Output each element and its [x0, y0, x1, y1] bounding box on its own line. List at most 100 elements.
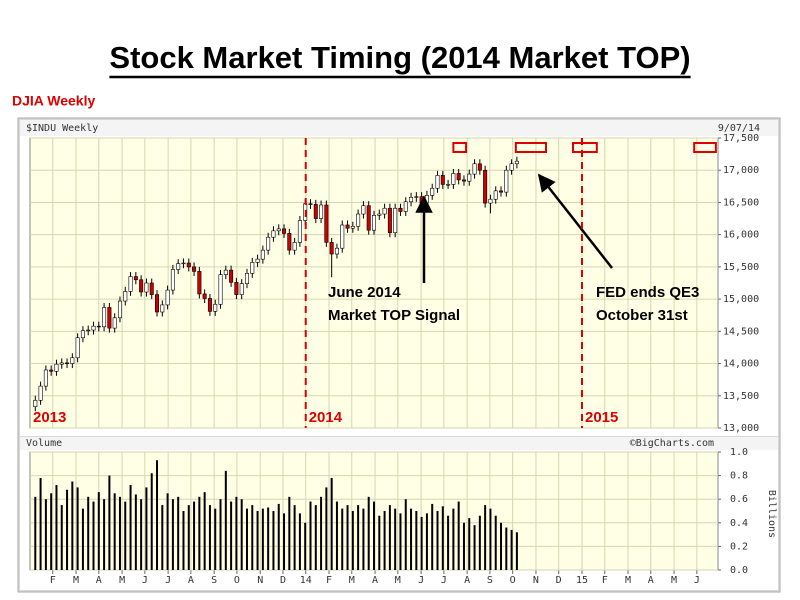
candle-body: [202, 293, 207, 299]
volume-bar: [457, 501, 460, 570]
volume-bar: [66, 489, 69, 570]
volume-bar: [378, 515, 381, 570]
year-label: 2013: [33, 409, 66, 426]
volume-bar: [161, 505, 164, 570]
price-header: [20, 120, 778, 136]
candle-body: [239, 283, 244, 295]
x-tick-label: M: [73, 575, 79, 586]
candle-body: [514, 160, 519, 165]
volume-bar: [113, 493, 116, 570]
x-tick-label: O: [234, 575, 240, 586]
volume-bar: [277, 503, 280, 570]
x-tick-label: D: [280, 575, 286, 586]
candle-body: [80, 330, 85, 339]
volume-bar: [87, 496, 90, 570]
candle-body: [86, 329, 91, 332]
candle-body: [54, 363, 59, 372]
volume-bar: [235, 496, 238, 570]
candle-body: [155, 294, 160, 313]
x-tick-label: M: [625, 575, 631, 586]
volume-bar: [425, 513, 428, 570]
candle-body: [366, 205, 371, 231]
volume-bar: [145, 487, 148, 570]
candle-body: [234, 282, 239, 295]
candle-body: [414, 196, 419, 198]
volume-bar: [436, 511, 439, 570]
annotation: FED ends QE3: [596, 284, 699, 301]
arrow: [537, 173, 613, 269]
candle-body: [123, 291, 128, 302]
candle-body: [377, 213, 382, 216]
candle-body: [207, 298, 212, 312]
candle-body: [483, 169, 488, 204]
candle-body: [435, 175, 440, 189]
x-tick-label: A: [96, 575, 102, 586]
y-tick-label: 17,500: [723, 133, 759, 144]
timing-window: [571, 142, 598, 153]
candle-body: [308, 203, 313, 205]
volume-bar: [293, 505, 296, 570]
credit: ©BigCharts.com: [630, 438, 714, 449]
candle-body: [160, 304, 165, 313]
volume-bar: [473, 525, 476, 570]
volume-bar: [60, 505, 63, 570]
candle-body: [329, 242, 334, 255]
candle-body: [75, 337, 80, 359]
candle-body: [409, 196, 414, 203]
y-tick-label: 16,000: [723, 230, 759, 241]
candle-body: [387, 207, 392, 234]
volume-bar: [367, 496, 370, 570]
volume-bar: [388, 505, 391, 570]
candle-body: [144, 282, 149, 293]
volume-bar: [314, 505, 317, 570]
candle-body: [260, 249, 265, 260]
candle-body: [43, 369, 48, 387]
volume-bar: [81, 508, 84, 570]
volume-bar: [140, 499, 143, 570]
candle-body: [340, 224, 345, 249]
volume-bar: [484, 505, 487, 570]
volume-bar: [283, 513, 286, 570]
x-tick-label: M: [671, 575, 677, 586]
volume-bar: [330, 477, 333, 570]
volume-bar: [441, 506, 444, 570]
volume-bar: [55, 485, 58, 570]
volume-bar: [478, 515, 481, 570]
candle-body: [186, 262, 191, 268]
volume-bar: [320, 496, 323, 570]
volume-bar: [325, 487, 328, 570]
candle-body: [91, 325, 96, 331]
x-tick-label: F: [50, 575, 56, 586]
x-tick-label: A: [372, 575, 378, 586]
x-tick-label: F: [326, 575, 332, 586]
candle-body: [107, 307, 112, 329]
candle-body: [59, 362, 64, 365]
x-tick-label: A: [648, 575, 654, 586]
x-tick-label: J: [694, 575, 700, 586]
candle-body: [65, 362, 70, 365]
annotation: October 31st: [596, 307, 688, 324]
candle-body: [266, 236, 271, 251]
volume-header: [20, 437, 778, 450]
candle-body: [334, 247, 339, 255]
volume-bar: [256, 511, 259, 570]
volume-bar: [357, 505, 360, 570]
volume-bar: [462, 522, 465, 570]
volume-bar: [203, 492, 206, 570]
volume-bar: [341, 508, 344, 570]
y-tick-label: 13,000: [723, 423, 759, 434]
candle-body: [192, 266, 197, 272]
volume-bar: [156, 460, 159, 570]
candle-body: [430, 187, 435, 196]
candle-body: [446, 184, 451, 186]
volume-bar: [103, 499, 106, 570]
candle-body: [282, 228, 287, 234]
x-tick-label: J: [165, 575, 171, 586]
volume-bar: [383, 511, 386, 570]
x-tick-label: N: [533, 575, 539, 586]
volume-bar: [92, 501, 95, 570]
candle-body: [287, 233, 292, 251]
volume-bar: [39, 477, 42, 570]
volume-bar: [97, 492, 100, 570]
x-tick-label: S: [487, 575, 493, 586]
